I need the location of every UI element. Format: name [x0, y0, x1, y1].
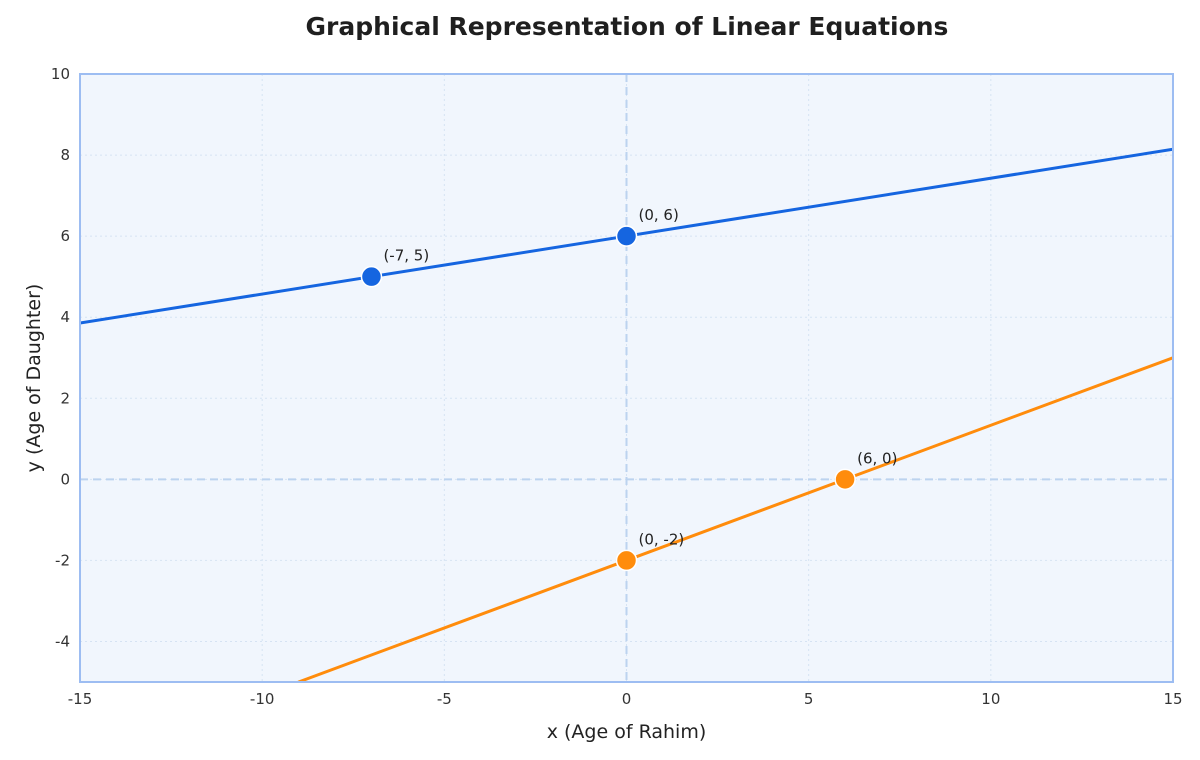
point-label-2-1: (0, -2): [639, 530, 685, 548]
plot-frame: [79, 73, 1174, 683]
x-tick-label: -5: [437, 690, 452, 708]
x-tick-label: -10: [250, 690, 275, 708]
x-tick-label: 0: [622, 690, 632, 708]
y-tick-label: -4: [55, 632, 70, 650]
data-point-2-2: [834, 468, 856, 491]
chart-title: Graphical Representation of Linear Equat…: [305, 12, 949, 41]
x-tick-label: 10: [981, 690, 1000, 708]
y-tick-label: -2: [55, 551, 70, 569]
y-tick-label: 10: [51, 65, 70, 83]
y-tick-label: 2: [60, 389, 70, 407]
x-axis-label: x (Age of Rahim): [547, 721, 707, 743]
x-tick-label: 15: [1163, 690, 1182, 708]
data-point-1-2: [615, 225, 638, 247]
y-tick-label: 8: [60, 146, 70, 164]
x-tick-label: 5: [804, 690, 814, 708]
data-point-2-1: [615, 549, 638, 572]
y-tick-label: 4: [60, 308, 70, 326]
y-axis-label: y (Age of Daughter): [23, 284, 45, 473]
data-point-1-1: [360, 265, 383, 288]
y-tick-label: 6: [60, 227, 70, 245]
point-label-1-2: (0, 6): [639, 206, 679, 224]
point-label-2-2: (6, 0): [857, 449, 897, 467]
y-tick-label: 0: [60, 470, 70, 488]
x-tick-label: -15: [68, 690, 93, 708]
series-line-2: [297, 356, 1173, 682]
point-label-1-1: (-7, 5): [383, 247, 429, 265]
